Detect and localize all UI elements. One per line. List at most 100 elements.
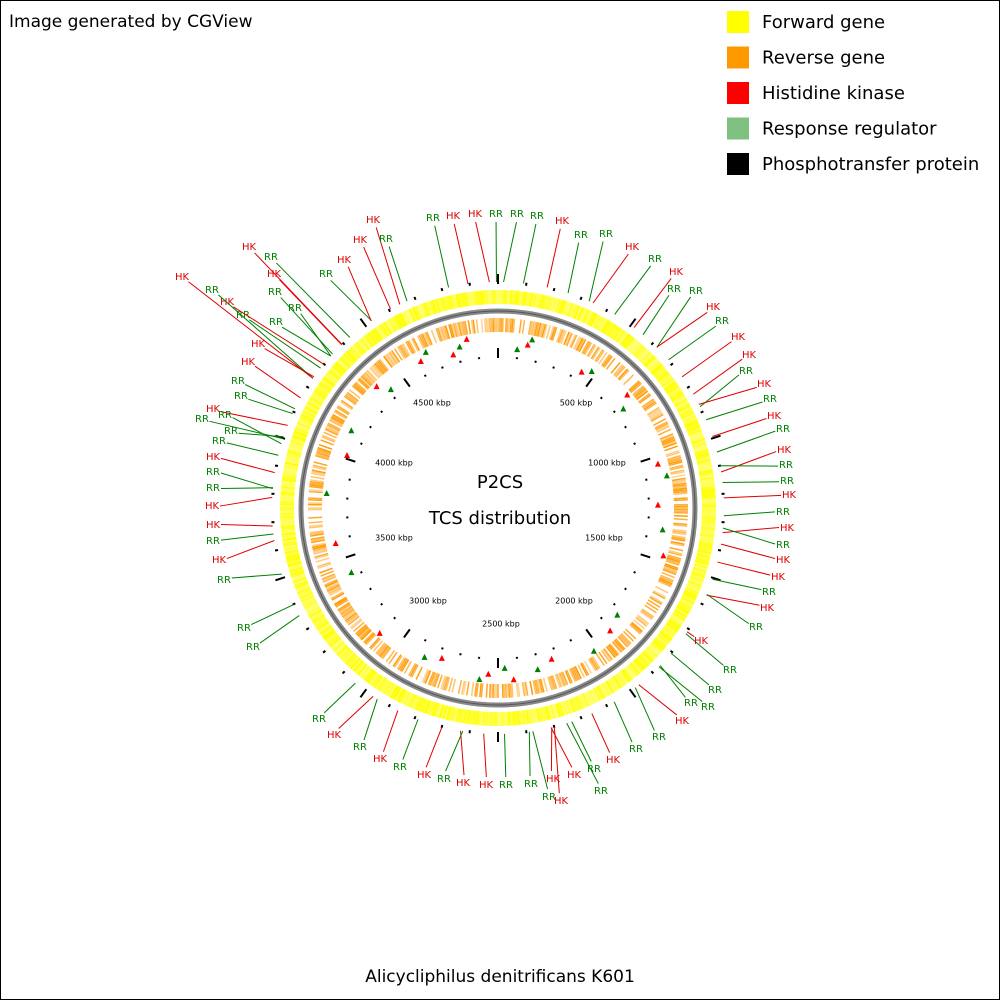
reverse-gene (662, 439, 676, 446)
forward-gene (640, 652, 652, 665)
feature-label: RR (739, 366, 753, 377)
tcs-marker (417, 358, 424, 365)
reverse-gene (672, 531, 687, 536)
reverse-gene (541, 323, 547, 338)
reverse-gene (333, 410, 347, 420)
forward-gene (364, 669, 375, 682)
forward-gene (617, 331, 627, 344)
forward-gene (311, 393, 325, 403)
feature-label: RR (206, 536, 220, 547)
forward-gene (433, 702, 440, 717)
reverse-gene (309, 530, 324, 534)
reverse-gene (630, 382, 642, 394)
feature-line (280, 297, 333, 355)
reverse-gene (335, 599, 349, 608)
reverse-gene (314, 552, 329, 558)
outer-tick (700, 602, 704, 606)
forward-gene (438, 704, 445, 719)
reverse-gene (629, 624, 641, 635)
forward-gene (280, 521, 295, 525)
reverse-gene (643, 401, 656, 411)
reverse-gene (611, 641, 622, 653)
forward-gene (366, 333, 377, 346)
reverse-gene (668, 551, 683, 557)
forward-gene (291, 436, 306, 443)
reverse-gene (332, 413, 346, 422)
forward-gene (676, 403, 691, 412)
reverse-gene (661, 571, 676, 579)
feature-line (347, 266, 372, 322)
reverse-gene (441, 326, 448, 340)
forward-gene (281, 533, 296, 538)
forward-gene (451, 707, 457, 722)
reverse-gene (444, 325, 451, 340)
forward-gene (337, 646, 350, 658)
reverse-gene (316, 450, 331, 456)
reverse-gene (485, 683, 489, 698)
reverse-gene (441, 676, 448, 690)
scale-tick (569, 638, 573, 642)
forward-gene (420, 303, 428, 318)
forward-gene (324, 631, 337, 642)
feature-label: RR (667, 284, 681, 295)
forward-gene (378, 678, 388, 692)
reverse-gene (672, 487, 688, 491)
reverse-gene (612, 640, 624, 652)
legend-swatch (727, 153, 749, 175)
reverse-gene (584, 660, 593, 674)
forward-gene (308, 398, 322, 407)
feature-line (550, 727, 573, 768)
reverse-gene (315, 454, 330, 461)
forward-gene (546, 296, 552, 311)
reverse-gene (504, 318, 508, 333)
forward-gene (679, 599, 693, 608)
reverse-gene (655, 424, 670, 432)
scale-tick (441, 366, 444, 369)
reverse-gene (423, 669, 430, 684)
reverse-gene (665, 450, 680, 456)
feature-label: RR (780, 476, 794, 487)
forward-gene (672, 612, 686, 622)
forward-gene (300, 414, 314, 423)
reverse-gene (309, 484, 324, 488)
forward-gene (688, 430, 703, 438)
reverse-gene (574, 665, 582, 680)
forward-gene (399, 312, 408, 326)
forward-gene (404, 692, 413, 706)
forward-gene (681, 413, 696, 422)
forward-gene (537, 707, 543, 722)
reverse-gene (355, 624, 367, 635)
reverse-gene (633, 386, 646, 397)
forward-gene (530, 709, 535, 724)
forward-gene (307, 399, 321, 409)
scale-tick (369, 587, 372, 591)
outer-tick (700, 410, 704, 414)
feature-label: HK (771, 572, 786, 583)
forward-gene (685, 586, 700, 595)
reverse-gene (620, 633, 632, 645)
outer-tick (669, 650, 674, 654)
reverse-gene (644, 604, 657, 614)
reverse-gene (524, 681, 529, 696)
forward-gene (435, 298, 442, 313)
forward-gene (331, 639, 344, 651)
forward-gene (461, 292, 466, 307)
feature-label: HK (625, 242, 640, 253)
forward-gene (509, 711, 513, 726)
forward-gene (662, 627, 675, 637)
feature-label: HK (206, 520, 221, 531)
reverse-gene (408, 663, 417, 677)
forward-gene (644, 648, 656, 661)
reverse-gene (311, 471, 326, 476)
reverse-gene (340, 401, 353, 411)
reverse-gene (339, 604, 352, 614)
reverse-gene (542, 324, 548, 339)
forward-gene (658, 632, 671, 644)
forward-gene (668, 388, 682, 398)
forward-gene (384, 320, 394, 334)
reverse-gene (364, 633, 376, 645)
tcs-marker (614, 611, 621, 618)
reverse-gene (331, 592, 345, 601)
feature-label: HK (242, 242, 257, 253)
reverse-gene (581, 662, 590, 676)
